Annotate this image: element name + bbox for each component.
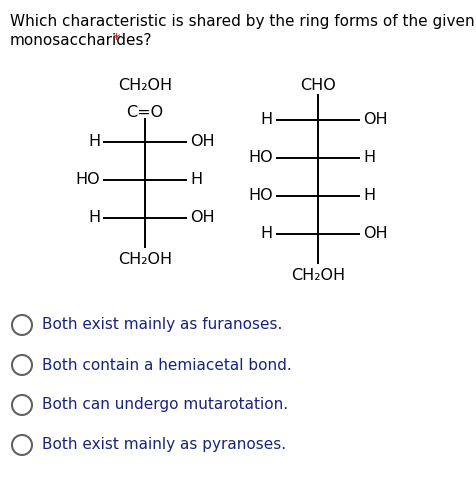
Text: H: H [261, 227, 273, 242]
Text: CH₂OH: CH₂OH [291, 268, 345, 283]
Text: C=O: C=O [127, 105, 164, 120]
Text: monosaccharides?: monosaccharides? [10, 33, 152, 48]
Text: H: H [88, 135, 100, 150]
Text: HO: HO [248, 151, 273, 166]
Text: H: H [261, 112, 273, 127]
Text: Both exist mainly as furanoses.: Both exist mainly as furanoses. [42, 318, 282, 333]
Text: OH: OH [190, 211, 215, 226]
Text: CH₂OH: CH₂OH [118, 252, 172, 267]
Text: OH: OH [363, 112, 387, 127]
Text: Which characteristic is shared by the ring forms of the given: Which characteristic is shared by the ri… [10, 14, 475, 29]
Text: OH: OH [363, 227, 387, 242]
Text: H: H [363, 151, 375, 166]
Text: OH: OH [190, 135, 215, 150]
Text: CH₂OH: CH₂OH [118, 78, 172, 93]
Text: HO: HO [75, 172, 100, 187]
Text: H: H [88, 211, 100, 226]
Text: H: H [363, 188, 375, 203]
Text: Both can undergo mutarotation.: Both can undergo mutarotation. [42, 397, 288, 412]
Text: Both exist mainly as pyranoses.: Both exist mainly as pyranoses. [42, 438, 286, 453]
Text: *: * [108, 33, 120, 48]
Text: CHO: CHO [300, 78, 336, 93]
Text: H: H [190, 172, 202, 187]
Text: Both contain a hemiacetal bond.: Both contain a hemiacetal bond. [42, 358, 292, 373]
Text: HO: HO [248, 188, 273, 203]
